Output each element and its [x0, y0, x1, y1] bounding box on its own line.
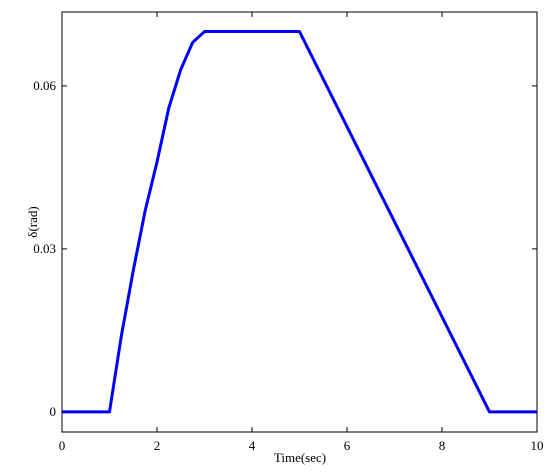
y-tick-label: 0.06 — [33, 78, 56, 93]
data-line — [62, 30, 537, 414]
x-tick-label: 10 — [531, 438, 544, 453]
x-tick-label: 2 — [154, 438, 161, 453]
x-tick-label: 8 — [439, 438, 446, 453]
y-tick-label: 0 — [50, 404, 57, 419]
x-tick-label: 6 — [344, 438, 351, 453]
x-tick-label: 4 — [249, 438, 256, 453]
x-tick-label: 0 — [59, 438, 66, 453]
y-tick-label: 0.03 — [33, 241, 56, 256]
plot-frame — [61, 11, 538, 433]
y-axis-label: δ(rad) — [25, 206, 40, 237]
x-axis-label: Time(sec) — [274, 450, 326, 465]
